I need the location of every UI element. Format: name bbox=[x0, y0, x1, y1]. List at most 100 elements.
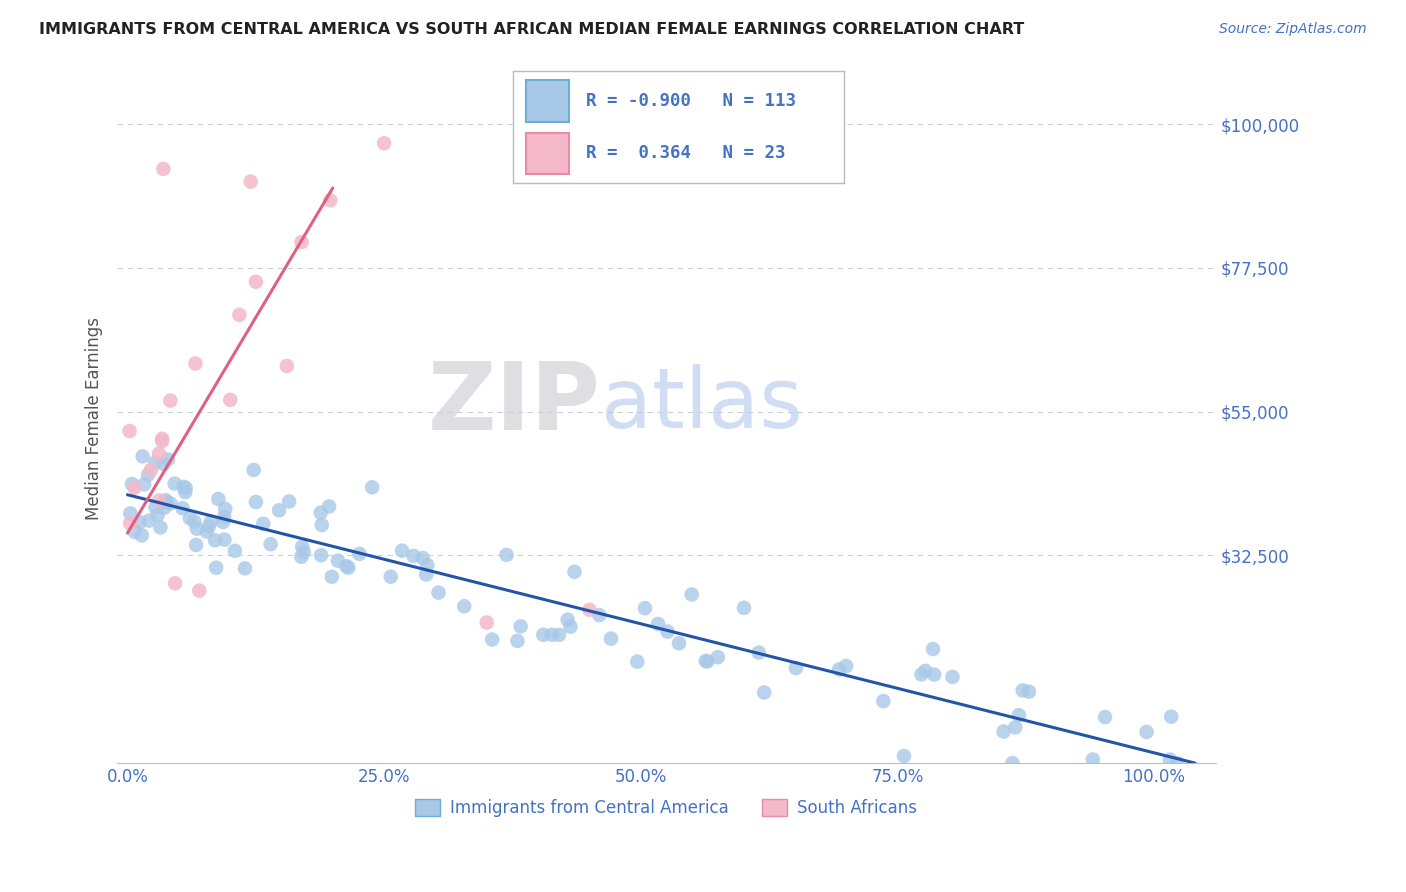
Point bbox=[748, 646, 770, 660]
Point bbox=[172, 501, 194, 516]
Text: R = -0.900   N = 113: R = -0.900 N = 113 bbox=[586, 92, 796, 110]
Point bbox=[707, 650, 730, 665]
Point bbox=[319, 194, 342, 208]
Point bbox=[174, 485, 197, 500]
Point bbox=[893, 749, 915, 764]
Point bbox=[150, 434, 173, 449]
Point bbox=[373, 136, 395, 151]
Point bbox=[321, 570, 343, 584]
Point bbox=[402, 549, 425, 563]
Point bbox=[120, 516, 142, 531]
Point bbox=[914, 664, 936, 678]
Point bbox=[1018, 684, 1040, 698]
Point bbox=[145, 500, 167, 515]
Point bbox=[993, 724, 1015, 739]
Point bbox=[259, 537, 281, 551]
Text: atlas: atlas bbox=[600, 364, 803, 445]
Point bbox=[922, 667, 945, 681]
Point bbox=[481, 632, 503, 647]
Point bbox=[531, 628, 554, 642]
Point bbox=[326, 554, 349, 568]
Point bbox=[506, 633, 529, 648]
Point bbox=[1094, 710, 1116, 724]
Point bbox=[136, 467, 159, 482]
Point bbox=[828, 662, 851, 676]
Point bbox=[941, 670, 963, 684]
Point bbox=[120, 507, 142, 521]
Point bbox=[835, 659, 858, 673]
Point bbox=[427, 585, 450, 599]
Point bbox=[695, 654, 717, 668]
Text: IMMIGRANTS FROM CENTRAL AMERICA VS SOUTH AFRICAN MEDIAN FEMALE EARNINGS CORRELAT: IMMIGRANTS FROM CENTRAL AMERICA VS SOUTH… bbox=[39, 22, 1025, 37]
Point bbox=[733, 600, 755, 615]
Point bbox=[186, 522, 208, 536]
Point bbox=[290, 549, 312, 564]
Point bbox=[1136, 725, 1159, 739]
Point bbox=[1004, 721, 1026, 735]
Point bbox=[588, 608, 610, 623]
Point bbox=[128, 515, 150, 529]
Point bbox=[188, 583, 211, 598]
Point bbox=[163, 476, 186, 491]
Point bbox=[148, 493, 170, 508]
Point bbox=[149, 520, 172, 534]
Point bbox=[309, 548, 332, 562]
Point bbox=[184, 538, 207, 552]
Point bbox=[634, 601, 657, 615]
Point bbox=[657, 624, 679, 639]
Point bbox=[416, 558, 439, 572]
Point bbox=[155, 495, 177, 509]
Point bbox=[165, 576, 187, 591]
Point bbox=[198, 519, 221, 533]
Point bbox=[291, 540, 314, 554]
Point bbox=[159, 496, 181, 510]
Point bbox=[361, 480, 384, 494]
Point bbox=[1160, 709, 1182, 723]
Point bbox=[495, 548, 517, 562]
Point bbox=[139, 463, 162, 477]
Point bbox=[1001, 756, 1024, 771]
Point bbox=[560, 620, 582, 634]
Point bbox=[276, 359, 298, 373]
Point bbox=[415, 567, 437, 582]
Point bbox=[696, 654, 718, 668]
Point bbox=[212, 515, 235, 529]
Point bbox=[647, 616, 669, 631]
Point bbox=[318, 500, 340, 514]
Point bbox=[578, 603, 600, 617]
Point bbox=[380, 570, 402, 584]
Point bbox=[152, 457, 174, 471]
FancyBboxPatch shape bbox=[526, 80, 569, 121]
Point bbox=[252, 516, 274, 531]
Text: Source: ZipAtlas.com: Source: ZipAtlas.com bbox=[1219, 22, 1367, 37]
Point bbox=[626, 655, 648, 669]
Point bbox=[207, 492, 229, 507]
Point bbox=[509, 619, 531, 633]
Point bbox=[600, 632, 623, 646]
Point bbox=[245, 275, 267, 289]
Point bbox=[475, 615, 498, 630]
Point bbox=[668, 636, 690, 650]
Point bbox=[292, 545, 315, 559]
Point bbox=[242, 463, 264, 477]
Point bbox=[153, 500, 176, 515]
Point bbox=[124, 481, 146, 495]
Text: R =  0.364   N = 23: R = 0.364 N = 23 bbox=[586, 145, 786, 162]
Point bbox=[152, 161, 174, 176]
Point bbox=[146, 508, 169, 522]
Point bbox=[205, 560, 228, 574]
Point bbox=[564, 565, 586, 579]
Point bbox=[557, 613, 579, 627]
Point bbox=[1081, 752, 1104, 766]
Point bbox=[214, 502, 236, 516]
Point bbox=[1011, 683, 1033, 698]
Point bbox=[195, 524, 218, 539]
FancyBboxPatch shape bbox=[526, 133, 569, 174]
Point bbox=[179, 511, 201, 525]
Point bbox=[540, 628, 562, 642]
Point bbox=[412, 551, 434, 566]
Point bbox=[156, 452, 179, 467]
Point bbox=[922, 642, 945, 657]
Text: ZIP: ZIP bbox=[427, 359, 600, 450]
Point bbox=[138, 514, 160, 528]
